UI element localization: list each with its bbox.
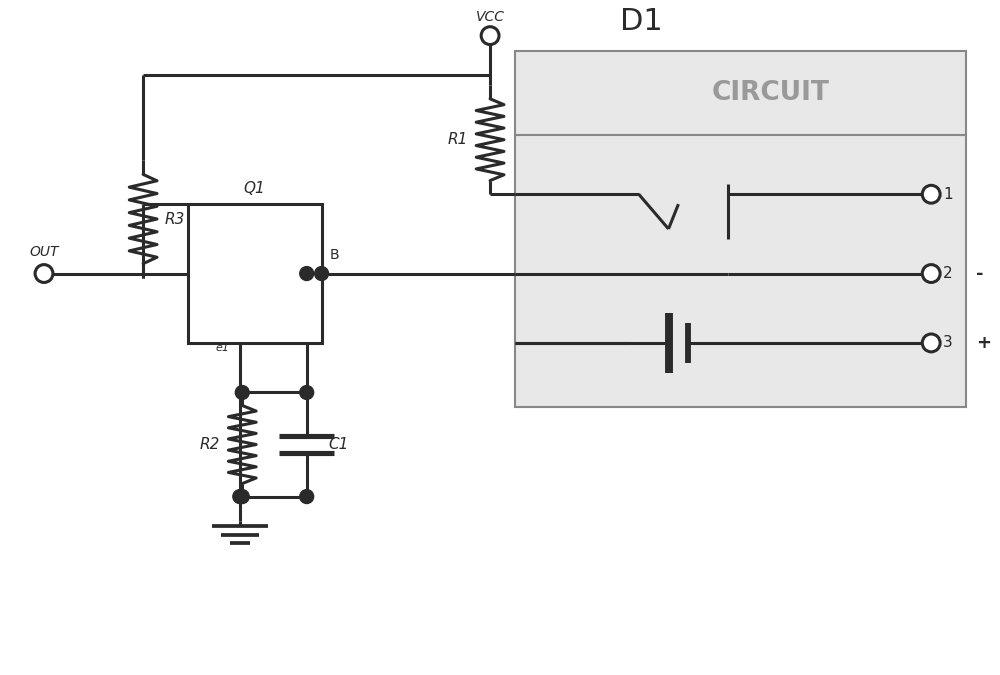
Circle shape <box>300 267 314 281</box>
Text: CIRCUIT: CIRCUIT <box>711 80 829 105</box>
Text: OUT: OUT <box>29 244 59 259</box>
Bar <box>515 51 966 407</box>
Circle shape <box>235 489 249 504</box>
Text: R2: R2 <box>200 437 220 452</box>
Text: 1: 1 <box>943 187 953 202</box>
Circle shape <box>233 489 247 504</box>
Circle shape <box>922 186 940 203</box>
Circle shape <box>300 385 314 400</box>
Circle shape <box>235 385 249 400</box>
Circle shape <box>35 265 53 282</box>
Text: VCC: VCC <box>476 9 505 24</box>
Circle shape <box>300 489 314 504</box>
Text: C1: C1 <box>329 437 349 452</box>
Text: R1: R1 <box>448 132 468 147</box>
Text: -: - <box>976 265 983 283</box>
Circle shape <box>315 267 329 281</box>
Text: Q1: Q1 <box>244 181 266 196</box>
Text: +: + <box>976 334 991 352</box>
Text: 2: 2 <box>943 266 953 281</box>
Text: D1: D1 <box>620 7 663 36</box>
Text: B: B <box>330 248 339 262</box>
Text: e1: e1 <box>216 343 230 353</box>
Circle shape <box>922 334 940 352</box>
Text: 3: 3 <box>943 335 953 350</box>
Circle shape <box>922 265 940 282</box>
Text: R3: R3 <box>165 211 185 227</box>
Bar <box>188 204 322 343</box>
Circle shape <box>481 27 499 45</box>
